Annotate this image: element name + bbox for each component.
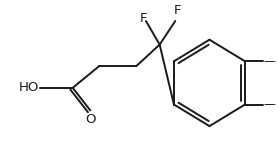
Text: —: — (264, 100, 273, 109)
Text: O: O (85, 113, 95, 126)
Text: —: — (264, 100, 276, 109)
Text: —: — (264, 56, 273, 66)
Text: HO: HO (19, 81, 39, 94)
Text: F: F (139, 12, 147, 25)
Text: F: F (174, 4, 181, 17)
Text: —: — (264, 56, 276, 66)
